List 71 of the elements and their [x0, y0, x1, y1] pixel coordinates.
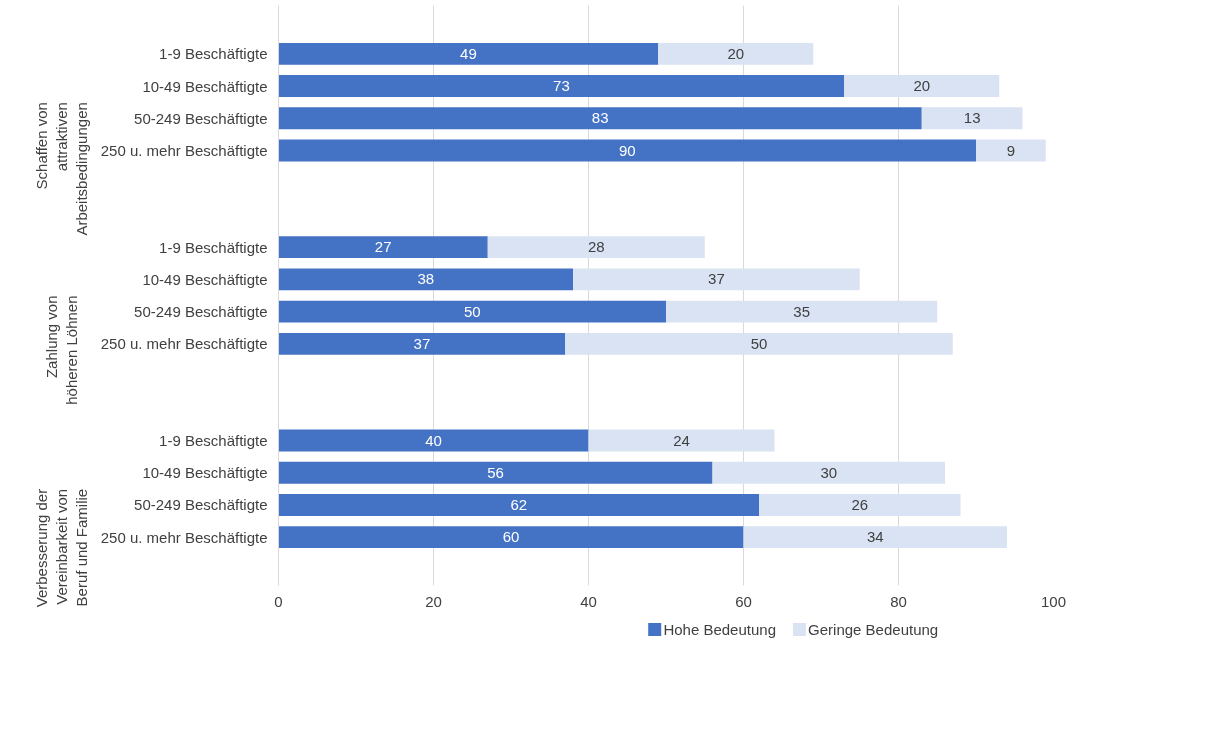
data-label: 37 [413, 334, 431, 352]
y-tick-label: 250 u. mehr Beschäftigte [100, 335, 268, 353]
text: Zahlung von höheren Löhnen [42, 295, 81, 405]
data-label: 9 [1006, 141, 1016, 159]
data-label: 20 [913, 77, 931, 95]
data-label: 90 [618, 141, 636, 159]
bar [759, 493, 961, 516]
y-tick-label: 50-249 Beschäftigte [134, 109, 268, 127]
bar [278, 300, 666, 323]
bar [712, 461, 945, 484]
data-label: 34 [866, 528, 884, 546]
x-tick-label: 80 [890, 592, 907, 610]
bar [658, 42, 814, 65]
bar [565, 332, 953, 355]
y-tick-label: 1-9 Beschäftigte [159, 432, 268, 449]
y-tick-label: 1-9 Beschäftigte [159, 45, 268, 63]
data-label: 37 [708, 270, 725, 288]
data-label: 40 [425, 431, 442, 449]
data-label: 26 [851, 495, 869, 513]
y-tick-label: 10-49 Beschäftigte [142, 270, 268, 288]
y-tick-label: 10-49 Beschäftigte [142, 77, 268, 95]
data-label: 73 [553, 77, 570, 95]
data-label: 56 [487, 463, 504, 481]
data-label: 27 [374, 238, 392, 256]
x-tick-label: 60 [735, 592, 752, 610]
bar [278, 493, 759, 516]
data-label: 83 [591, 109, 609, 127]
text: Verbesserung der Vereinbarkeit von Beruf und Familie [32, 488, 91, 608]
y-tick-label: 50-249 Beschäftigte [134, 496, 268, 514]
bar [588, 429, 775, 452]
bar [976, 139, 1046, 162]
bar [278, 42, 659, 65]
bar [278, 429, 589, 452]
bar [573, 268, 860, 291]
bar [278, 139, 976, 162]
text: Schaffen von attraktiven Arbeitsbedingungen [32, 102, 91, 236]
x-tick-label: 100 [1040, 592, 1067, 610]
data-label: 30 [820, 463, 838, 481]
data-label: 35 [793, 302, 810, 320]
y-tick-label: 250 u. mehr Beschäftigte [100, 142, 268, 159]
y-tick-label: 250 u. mehr Beschäftigte [100, 528, 268, 546]
x-tick-label: 0 [274, 592, 283, 610]
bar [278, 236, 488, 259]
bar [921, 107, 1023, 130]
bar [743, 526, 1007, 549]
bar [487, 236, 705, 259]
data-label: 13 [963, 109, 981, 127]
legend-label: Geringe Bedeutung [808, 621, 939, 638]
data-label: 24 [673, 431, 690, 449]
data-label: 20 [727, 44, 745, 62]
bar [844, 75, 1000, 98]
bar [278, 75, 845, 98]
legend-label: Hohe Bedeutung [663, 621, 776, 638]
bar [278, 332, 566, 355]
bar [278, 461, 713, 484]
bar [278, 526, 744, 549]
data-label: 60 [502, 528, 520, 546]
x-tick-label: 40 [580, 592, 597, 610]
data-label: 49 [460, 44, 477, 62]
y-tick-label: 50-249 Beschäftigte [134, 303, 268, 321]
data-label: 62 [510, 495, 528, 513]
data-label: 50 [463, 302, 481, 320]
bar [666, 300, 938, 323]
data-label: 28 [587, 238, 605, 256]
y-tick-label: 1-9 Beschäftigte [159, 238, 268, 256]
y-tick-label: 10-49 Beschäftigte [142, 464, 268, 482]
bar [278, 268, 573, 291]
x-tick-label: 20 [425, 592, 442, 610]
data-label: 38 [417, 270, 435, 288]
bar [278, 107, 922, 130]
data-label: 50 [750, 334, 768, 352]
